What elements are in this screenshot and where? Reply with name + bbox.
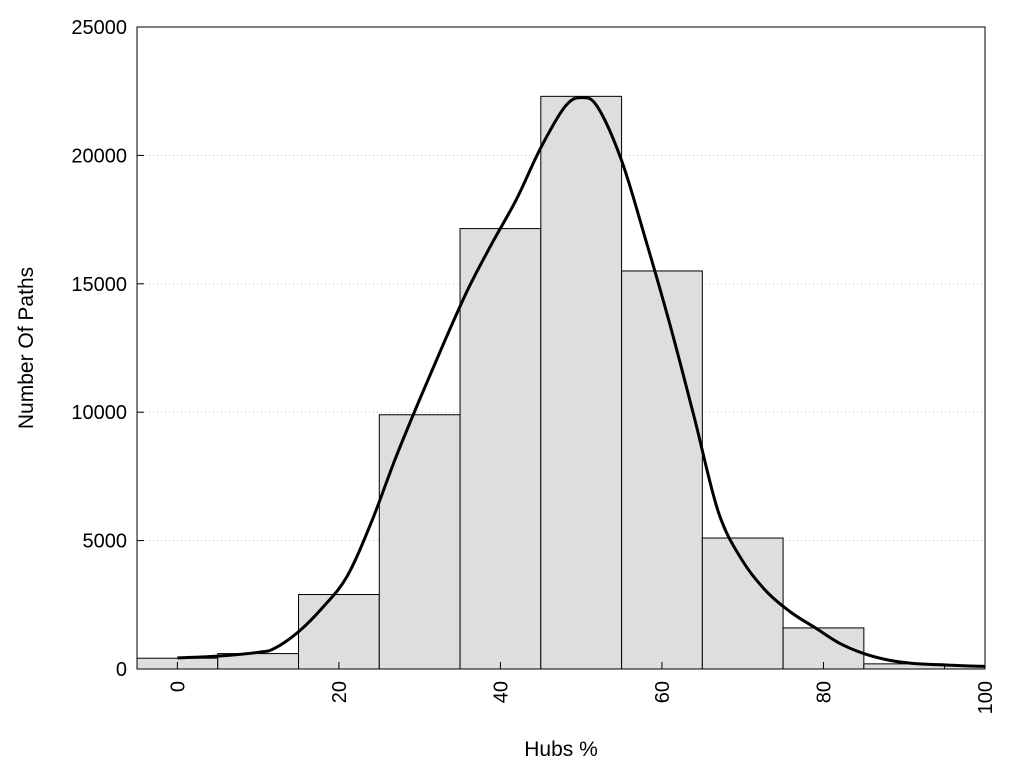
x-tick-labels: 0 20 40 60 80 100 [167,681,997,714]
axis-ticks [137,26,986,670]
x-tick-label-40: 40 [490,681,512,703]
x-tick-label-80: 80 [813,681,835,703]
x-tick-label-0: 0 [167,681,189,692]
x-axis-label: Hubs % [524,738,598,761]
histogram-bars [136,95,986,670]
histogram-bar-50 [540,95,623,670]
y-tick-label-25000: 25000 [71,17,127,39]
x-tick-label-100: 100 [975,681,997,714]
y-tick-label-10000: 10000 [71,402,127,424]
y-tick-label-0: 0 [116,659,127,681]
histogram-bar-30 [378,414,461,670]
y-axis-label: Number Of Paths [15,267,38,429]
histogram-bar-20 [298,594,380,670]
histogram-bar-40 [459,228,542,670]
density-curve [177,96,986,668]
histogram-bar-70 [701,537,784,670]
y-tick-label-15000: 15000 [71,274,127,296]
y-tick-labels: 0 5000 10000 15000 20000 25000 [71,17,127,681]
y-tick-label-5000: 5000 [83,531,128,553]
x-tick-label-60: 60 [652,681,674,703]
plot-frame [136,26,986,670]
y-tick-label-20000: 20000 [71,145,127,167]
density-curve-group [177,96,986,668]
x-tick-label-20: 20 [329,681,351,703]
histogram-bar-60 [621,270,703,670]
